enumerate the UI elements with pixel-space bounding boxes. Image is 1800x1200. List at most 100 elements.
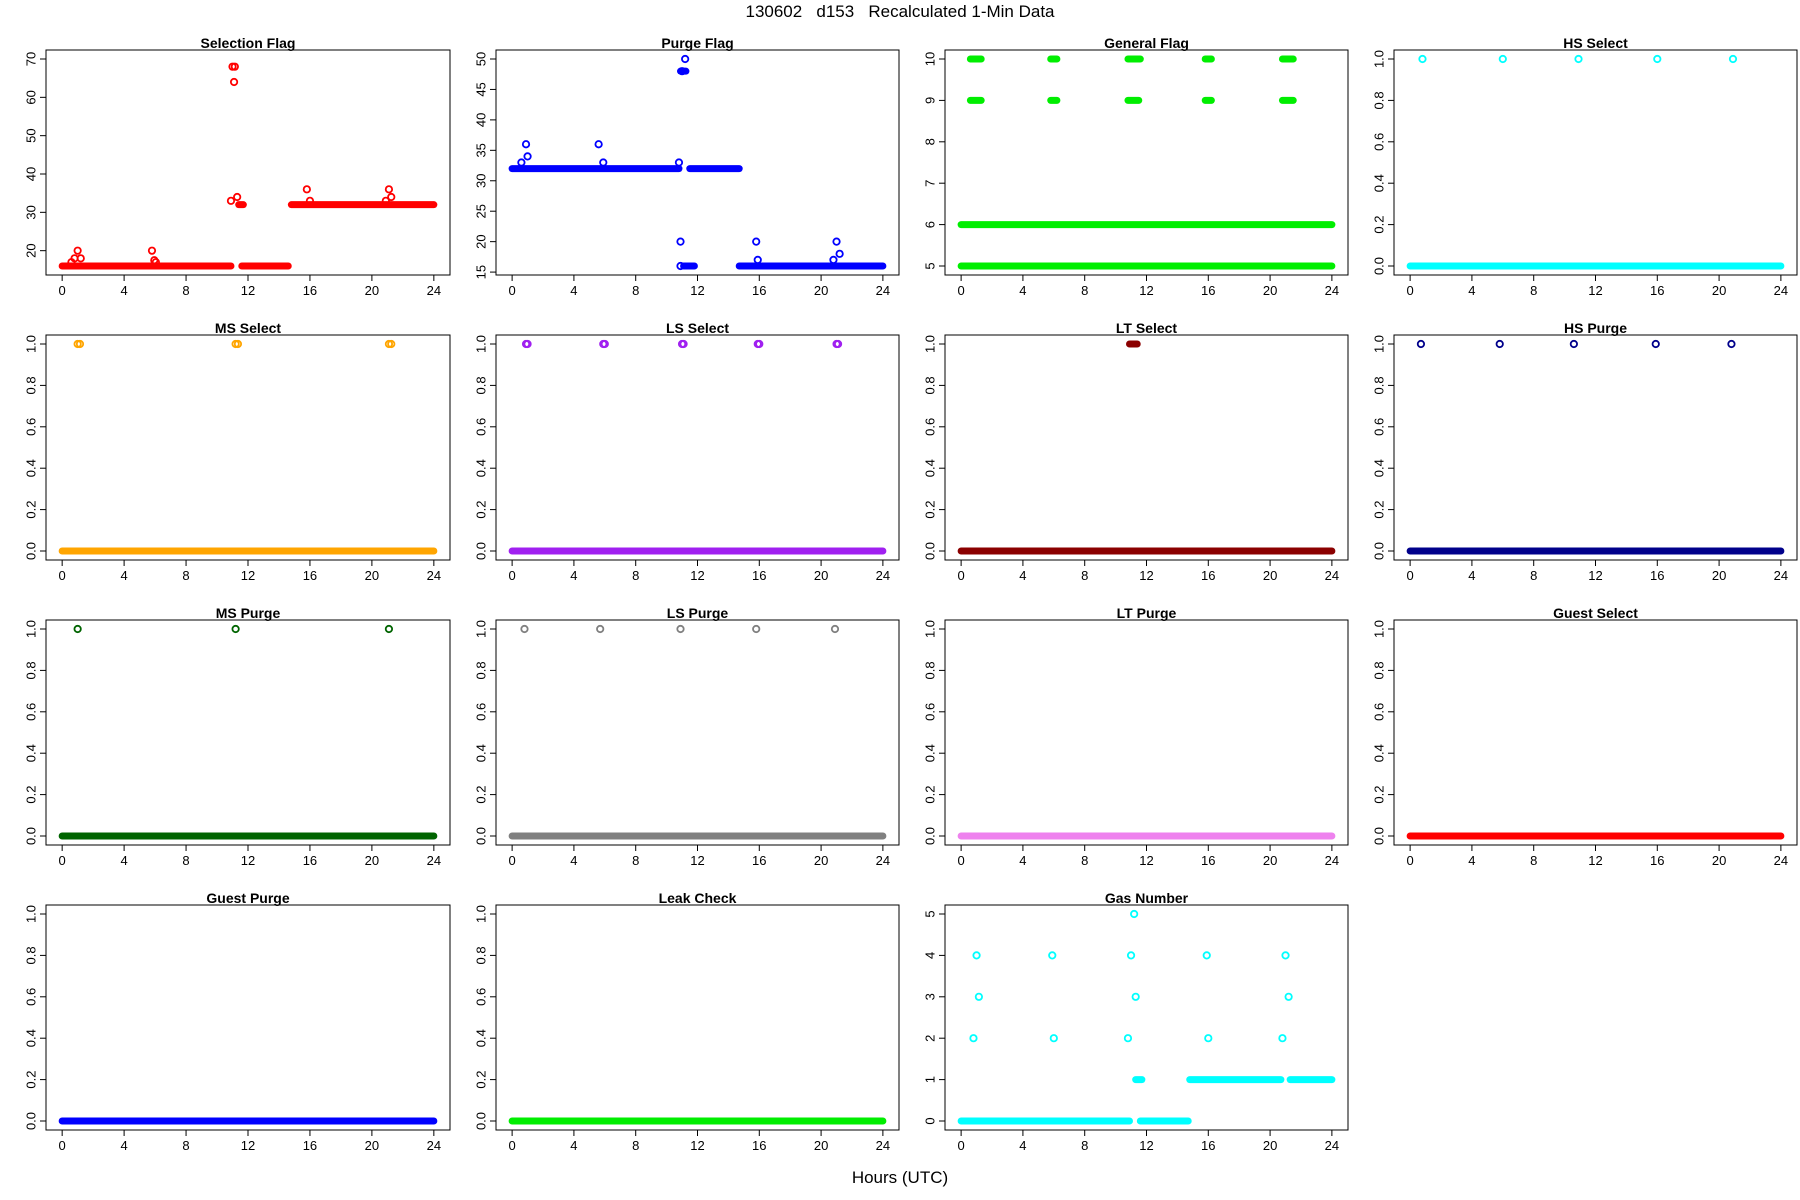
x-tick-label: 12: [241, 1138, 255, 1153]
data-point: [969, 1034, 978, 1043]
x-tick-label: 16: [752, 568, 766, 583]
data-point: [1418, 54, 1427, 64]
x-tick-label: 8: [632, 568, 639, 583]
y-tick-label: 40: [473, 113, 488, 127]
x-tick-label: 12: [241, 853, 255, 868]
x-tick-label: 16: [1201, 283, 1215, 298]
x-axis: 0 4 8 12 16 20 24: [59, 1129, 441, 1153]
plot-frame: [45, 334, 451, 561]
data-point: [517, 158, 526, 167]
x-tick-label: 8: [182, 1138, 189, 1153]
y-tick-label: 0.4: [23, 1029, 38, 1047]
x-axis: 0 4 8 12 16 20 24: [59, 274, 441, 298]
data-point: [302, 185, 311, 194]
x-tick-label: 8: [632, 283, 639, 298]
chart-title: HS Select: [1563, 35, 1628, 51]
plot-frame: [495, 334, 900, 561]
data-series: [58, 624, 438, 840]
data-point: [384, 624, 394, 634]
data-point: [674, 158, 684, 167]
data-point: [1651, 339, 1660, 349]
y-tick-label: 0.6: [1371, 703, 1386, 721]
x-axis: 0 4 8 12 16 20 24: [958, 844, 1339, 868]
x-tick-label: 8: [182, 568, 189, 583]
x-tick-label: 4: [570, 1138, 577, 1153]
chart-title: General Flag: [1104, 35, 1189, 51]
x-tick-label: 0: [59, 283, 66, 298]
data-point: [677, 67, 687, 76]
x-tick-label: 12: [1139, 568, 1153, 583]
y-tick-label: 0.2: [1371, 501, 1386, 519]
y-axis: 20 30 40 50 60 70: [23, 52, 47, 258]
plot-frame: [1393, 49, 1798, 276]
y-tick-label: 0.0: [23, 1112, 38, 1130]
y-tick-label: 0.8: [1371, 661, 1386, 679]
x-tick-label: 12: [1588, 568, 1602, 583]
data-point: [1126, 951, 1136, 960]
data-point: [387, 192, 396, 202]
x-axis: 0 4 8 12 16 20 24: [509, 844, 890, 868]
data-point: [523, 339, 532, 349]
chart-panel-5: MS Select 0 4 8 12 16 20 24 0.0 0.2 0.4 0.6 0.8 1.0: [23, 320, 451, 583]
chart-title: Purge Flag: [661, 35, 733, 51]
y-axis: 0.0 0.2 0.4 0.6 0.8 1.0: [23, 905, 47, 1130]
chart-title: Guest Select: [1553, 605, 1638, 621]
y-tick-label: 0.2: [23, 501, 38, 519]
data-series: [957, 340, 1336, 555]
data-point: [832, 237, 841, 246]
data-point: [1123, 1034, 1133, 1043]
y-tick-label: 0.0: [473, 1112, 488, 1130]
data-point: [755, 339, 764, 349]
data-point: [73, 624, 82, 634]
data-point: [1130, 909, 1139, 919]
chart-panel-1: Selection Flag 0 4 8 12 16 20 24 20 30 40 50 60 70: [23, 35, 451, 298]
y-axis: 0.0 0.2 0.4 0.6 0.8 1.0: [922, 335, 946, 560]
x-tick-label: 24: [1325, 568, 1339, 583]
data-point: [1278, 1034, 1287, 1043]
data-point: [679, 339, 688, 349]
chart-title: MS Select: [215, 320, 281, 336]
chart-panel-7: LT Select 0 4 8 12 16 20 24 0.0 0.2 0.4 0.6 0.8 1.0: [922, 320, 1349, 583]
y-tick-label: 10: [922, 52, 937, 66]
x-tick-label: 8: [182, 853, 189, 868]
y-axis: 0.0 0.2 0.4 0.6 0.8 1.0: [1371, 620, 1395, 845]
y-tick-label: 5: [922, 262, 937, 269]
y-tick-label: 0.4: [473, 744, 488, 762]
x-tick-label: 16: [752, 853, 766, 868]
data-point: [599, 158, 608, 167]
x-tick-label: 4: [120, 1138, 127, 1153]
x-tick-label: 16: [303, 283, 317, 298]
x-axis: 0 4 8 12 16 20 24: [958, 559, 1339, 583]
data-point: [521, 140, 531, 149]
data-series: [957, 909, 1336, 1125]
data-point: [1204, 1034, 1213, 1043]
x-tick-label: 8: [1081, 283, 1088, 298]
y-tick-label: 0.0: [1371, 827, 1386, 845]
data-point: [233, 339, 243, 349]
x-tick-label: 4: [1019, 283, 1026, 298]
x-tick-label: 4: [570, 568, 577, 583]
x-tick-label: 4: [120, 853, 127, 868]
chart-title: MS Purge: [216, 605, 281, 621]
x-tick-label: 0: [509, 568, 516, 583]
x-tick-label: 16: [1650, 283, 1664, 298]
chart-panel-4: HS Select 0 4 8 12 16 20 24 0.0 0.2 0.4 0.6 0.8 1.0: [1371, 35, 1798, 298]
data-point: [1284, 992, 1293, 1001]
y-tick-label: 1.0: [1371, 50, 1386, 68]
x-tick-label: 8: [1530, 568, 1537, 583]
x-tick-label: 0: [59, 568, 66, 583]
plot-frame: [495, 619, 900, 846]
y-tick-label: 0.0: [23, 542, 38, 560]
y-tick-label: 0.8: [473, 946, 488, 964]
y-tick-label: 0.8: [473, 661, 488, 679]
x-tick-label: 4: [120, 568, 127, 583]
chart-panel-10: LS Purge 0 4 8 12 16 20 24 0.0 0.2 0.4 0.6 0.8 1.0: [473, 605, 900, 868]
plot-frame: [45, 49, 451, 276]
y-tick-label: 7: [922, 180, 937, 187]
main-title: 130602 d153 Recalculated 1-Min Data: [745, 2, 1055, 21]
chart-panel-9: MS Purge 0 4 8 12 16 20 24 0.0 0.2 0.4 0.6 0.8 1.0: [23, 605, 451, 868]
x-tick-label: 20: [1263, 283, 1277, 298]
y-tick-label: 60: [23, 90, 38, 104]
